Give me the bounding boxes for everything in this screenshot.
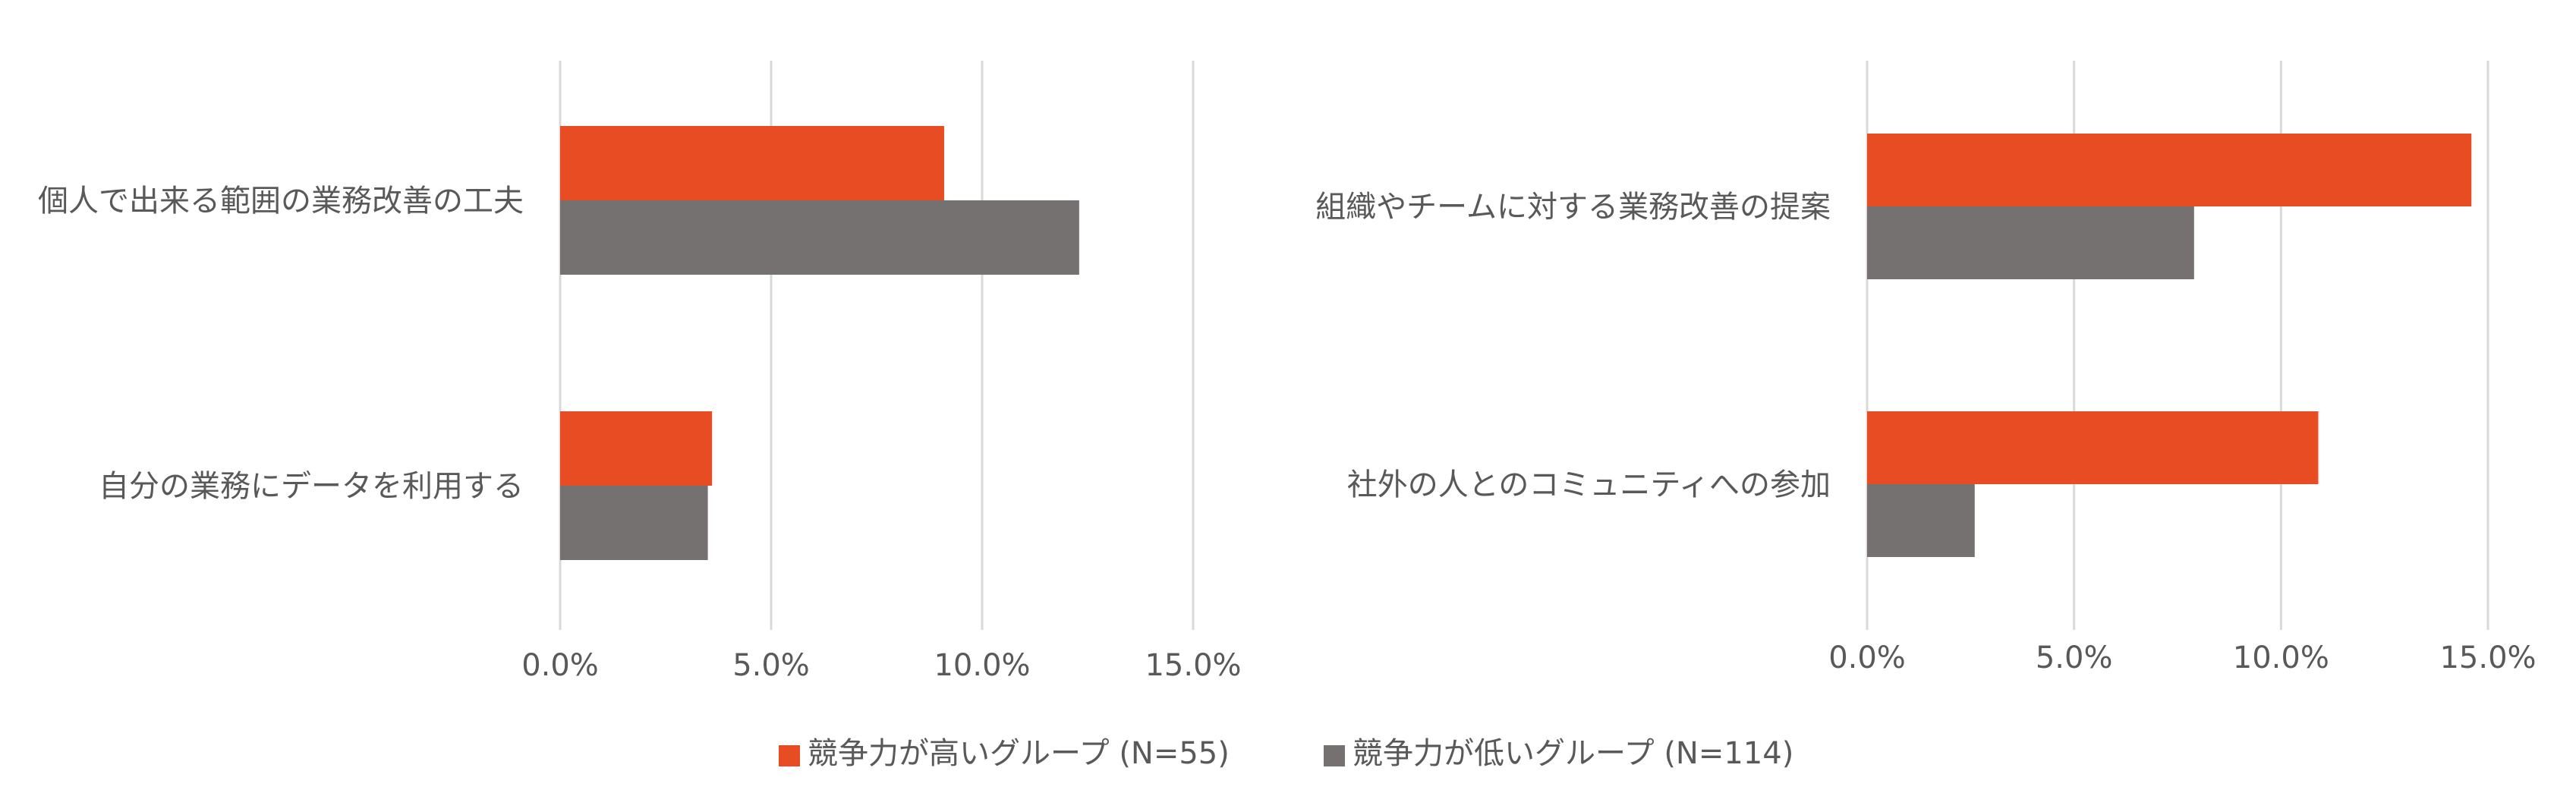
legend-swatch — [1324, 745, 1345, 766]
bar-low — [1867, 484, 1975, 557]
chart-panel-1: 0.0% 5.0% 10.0% 15.0% 個人で出来る範囲の業務改善の工夫自分の業務に… — [38, 61, 1242, 683]
category-label: 自分の業務にデータを利用する — [99, 469, 524, 504]
bar-low — [560, 200, 1079, 275]
x-tick-label: 0.0% — [521, 648, 599, 683]
bar-high — [1867, 411, 2319, 484]
bar-high — [1867, 134, 2472, 206]
bar-low — [560, 486, 708, 560]
x-tick-label: 10.0% — [934, 648, 1030, 683]
legend-label: 競争力が低いグループ (N=114) — [1353, 736, 1793, 771]
bar-high — [560, 126, 944, 200]
legend-swatch — [779, 745, 800, 766]
category-label: 個人で出来る範囲の業務改善の工夫 — [38, 184, 524, 219]
chart-panel-2: 0.0% 5.0% 10.0% 15.0% 組織やチームに対する業務改善の提案社外の人と… — [1315, 61, 2537, 675]
legend: 競争力が高いグループ (N=55) 競争力が低いグループ (N=114) — [779, 736, 1793, 771]
category-label: 社外の人とのコミュニティへの参加 — [1347, 467, 1831, 502]
category-label: 組織やチームに対する業務改善の提案 — [1315, 190, 1831, 225]
x-tick-label: 5.0% — [2036, 640, 2113, 675]
x-tick-label: 10.0% — [2233, 640, 2329, 675]
bar-low — [1867, 206, 2194, 279]
x-tick-label: 5.0% — [732, 648, 810, 683]
x-tick-label: 15.0% — [1145, 648, 1241, 683]
x-tick-label: 0.0% — [1828, 640, 1906, 675]
x-tick-label: 15.0% — [2439, 640, 2536, 675]
legend-label: 競争力が高いグループ (N=55) — [808, 736, 1230, 771]
bar-high — [560, 411, 713, 486]
